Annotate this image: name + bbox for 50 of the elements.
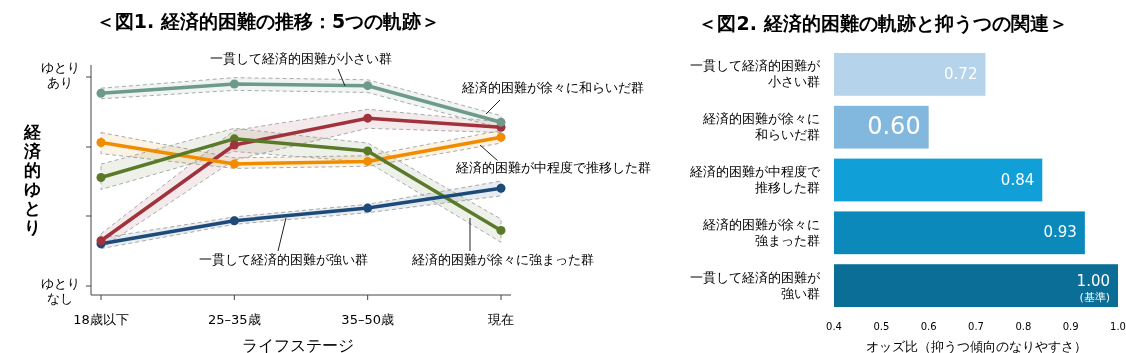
y-tick-label: 経済的困難が徐々に和らいだ群 <box>702 110 820 142</box>
x-tick-label: 0.7 <box>968 321 984 332</box>
y-tick-label: 経済的困難が徐々に強まった群 <box>702 216 820 248</box>
y-tick-label: 一貫して経済的困難が小さい群 <box>690 57 821 89</box>
x-tick-label: 25–35歳 <box>208 312 261 327</box>
x-tick-label: 0.6 <box>920 321 937 332</box>
x-tick-label: 現在 <box>488 312 514 327</box>
point <box>363 113 373 123</box>
chart-title: ＜図2. 経済的困難の軌跡と抑うつの関連＞ <box>698 12 1068 35</box>
x-tick-label: 35–50歳 <box>341 312 394 327</box>
data-label: 0.72 <box>944 64 978 83</box>
annotation: (基準) <box>1079 290 1110 304</box>
x-axis-title: オッズ比（抑うつ傾向のなりやすさ） <box>865 339 1087 353</box>
point <box>363 203 373 213</box>
series-label: 経済的困難が徐々に強まった群 <box>411 252 594 267</box>
point <box>363 146 373 156</box>
point <box>496 132 506 142</box>
x-tick-label: 0.4 <box>826 321 842 332</box>
y-tick-label: 一貫して経済的困難が強い群 <box>690 269 821 301</box>
x-tick-label: 0.5 <box>873 321 890 332</box>
point <box>229 159 239 169</box>
data-label: 0.93 <box>1043 223 1077 242</box>
x-tick-label: 1.0 <box>1110 321 1126 332</box>
text: ゆとりなし <box>40 275 80 305</box>
data-label: 1.00 <box>1076 272 1110 291</box>
x-tick-label: 0.8 <box>1015 321 1032 332</box>
point <box>96 172 106 182</box>
point <box>96 88 106 98</box>
series-label: 経済的困難が中程度で推移した群 <box>454 160 651 175</box>
x-axis-title: ライフステージ <box>242 336 354 353</box>
point <box>229 216 239 226</box>
x-tick-label: 18歳以下 <box>73 312 129 327</box>
text: 経済的困難が徐々に和らいだ群 <box>461 80 644 95</box>
point <box>229 140 239 150</box>
chart-title: ＜図1. 経済的困難の推移：5つの軌跡＞ <box>95 10 441 32</box>
point <box>96 137 106 147</box>
series-label: 一貫して経済的困難が強い群 <box>198 252 368 267</box>
y-tick-label: 経済的困難が中程度で推移した群 <box>689 163 821 195</box>
point <box>363 81 373 91</box>
point <box>229 79 239 89</box>
text: ゆとりあり <box>40 59 80 89</box>
series-label: 一貫して経済的困難が小さい群 <box>210 51 392 66</box>
point <box>496 225 506 235</box>
data-label: 0.84 <box>1000 170 1035 189</box>
point <box>496 183 506 193</box>
x-tick-label: 0.9 <box>1062 321 1079 332</box>
point <box>496 117 506 127</box>
data-label: 0.60 <box>867 112 921 141</box>
point <box>363 156 373 166</box>
y-axis-title: 経済的ゆとり <box>22 121 42 237</box>
